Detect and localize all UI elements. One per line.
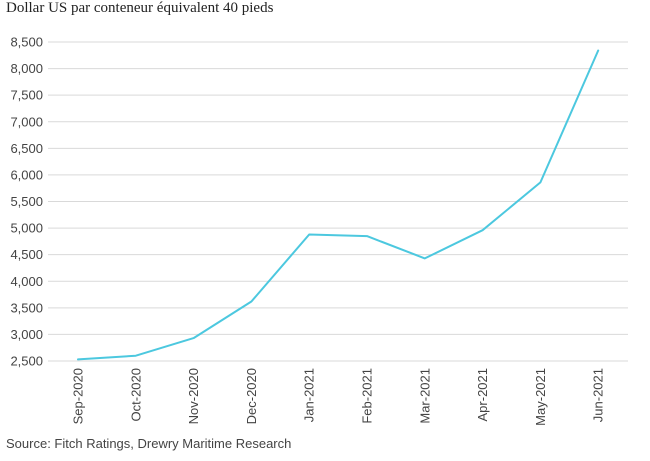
x-axis-tick-labels: Sep-2020 Oct-2020 Nov-2020 Dec-2020 Jan-2021…: [71, 368, 606, 426]
y-axis-tick-labels: 2,500 3,000 3,500 4,000 4,500 5,000 5,500 6,000…: [10, 35, 43, 369]
x-tick-label: Sep-2020: [71, 368, 86, 424]
y-tick-label: 4,500: [10, 247, 43, 262]
y-tick-label: 8,500: [10, 35, 43, 50]
series-layer: [77, 49, 600, 361]
gridlines: [48, 41, 628, 362]
y-tick-label: 7,000: [10, 114, 43, 129]
x-tick-label: Oct-2020: [128, 368, 143, 421]
y-tick-label: 6,000: [10, 167, 43, 182]
y-tick-label: 6,500: [10, 141, 43, 156]
x-tick-label: Feb-2021: [360, 368, 375, 424]
y-tick-label: 8,000: [10, 61, 43, 76]
x-tick-label: Nov-2020: [186, 368, 201, 424]
y-tick-label: 2,500: [10, 354, 43, 369]
y-tick-label: 4,000: [10, 274, 43, 289]
x-tick-label: May-2021: [533, 368, 548, 426]
x-tick-label: Dec-2020: [244, 368, 259, 424]
x-tick-label: Apr-2021: [475, 368, 490, 421]
series-line-0: [77, 49, 600, 361]
y-tick-label: 3,000: [10, 327, 43, 342]
y-tick-label: 5,500: [10, 194, 43, 209]
chart-title: Dollar US par conteneur équivalent 40 pi…: [6, 0, 274, 16]
y-tick-label: 7,500: [10, 88, 43, 103]
x-tick-label: Jan-2021: [302, 368, 317, 422]
y-tick-label: 5,000: [10, 221, 43, 236]
chart-source: Source: Fitch Ratings, Drewry Maritime R…: [6, 436, 292, 451]
y-tick-label: 3,500: [10, 300, 43, 315]
x-tick-label: Mar-2021: [417, 368, 432, 424]
x-tick-label: Jun-2021: [591, 368, 606, 422]
